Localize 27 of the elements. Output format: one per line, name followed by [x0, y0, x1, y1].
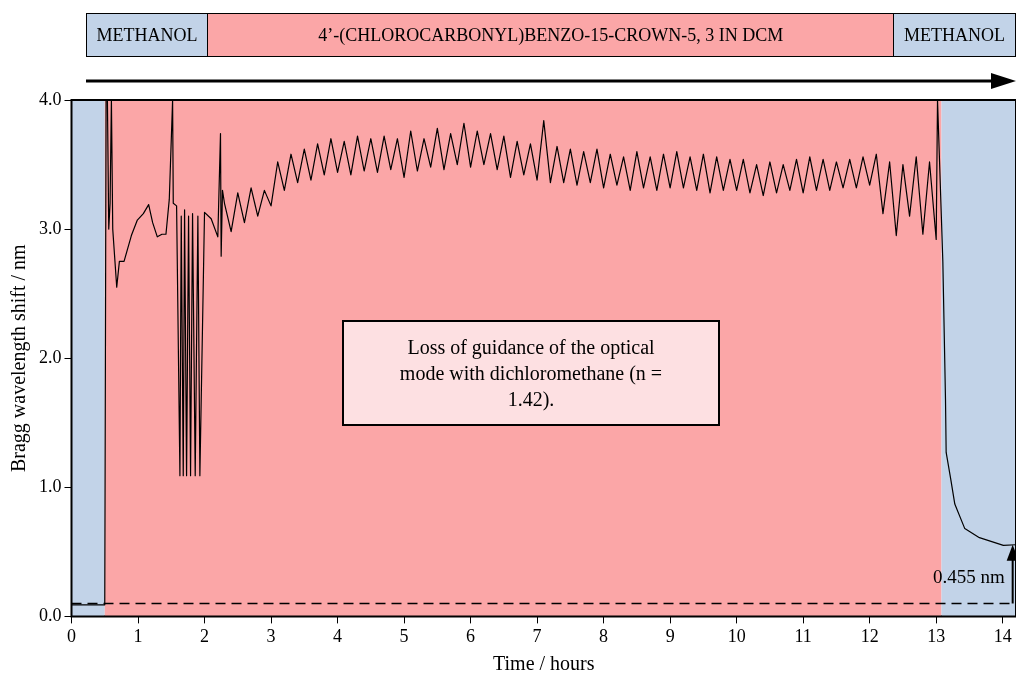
x-tick-label: 9 [665, 625, 675, 646]
x-tick-label: 10 [727, 625, 746, 646]
x-tick-label: 12 [860, 625, 879, 646]
x-tick-label: 2 [200, 625, 210, 646]
x-tick-label: 4 [333, 625, 343, 646]
x-tick-label: 14 [993, 625, 1012, 646]
y-tick-label: 4.0 [39, 88, 62, 109]
y-tick-label: 0.0 [39, 605, 62, 626]
x-axis-title: Time / hours [492, 652, 595, 675]
x-tick-label: 8 [599, 625, 609, 646]
y-tick-label: 1.0 [39, 476, 62, 497]
x-tick-label: 0 [67, 625, 76, 646]
y-axis-title: Bragg wavelength shift / nm [7, 243, 31, 473]
x-tick-label: 5 [399, 625, 409, 646]
x-tick-label: 1 [133, 625, 143, 646]
text: METHANOL [893, 13, 1016, 57]
x-tick-label: 11 [794, 625, 812, 646]
x-tick-label: 6 [466, 625, 476, 646]
x-tick-label: 3 [266, 625, 276, 646]
text: 4’-(CHLOROCARBONYL)BENZO-15-CROWN-5, 3 IN DCM [207, 13, 895, 57]
text: METHANOL [85, 13, 209, 57]
y-tick-label: 2.0 [39, 346, 62, 367]
x-tick-label: 13 [927, 625, 946, 646]
note-box: Loss of guidance of the optical mode with dichloromethane (n = 1.42). [342, 320, 720, 426]
x-tick-label: 7 [532, 625, 542, 646]
y-tick-label: 3.0 [39, 217, 62, 238]
annotation: 0.455 nm [932, 566, 1005, 588]
